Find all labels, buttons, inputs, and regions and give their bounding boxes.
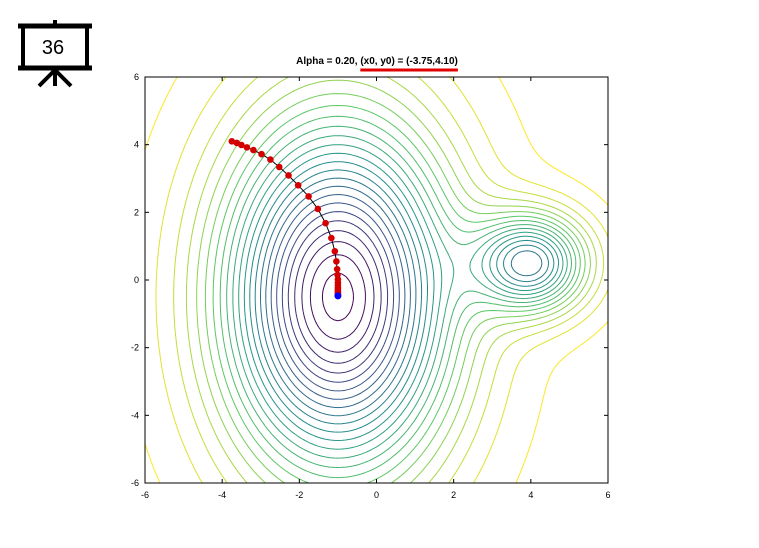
y-tick-label: -2 [131, 343, 139, 353]
path-point [250, 146, 257, 154]
contour-line [287, 220, 389, 374]
y-tick-label: -6 [131, 478, 139, 488]
contour-line [232, 135, 568, 459]
contour-lines [144, 76, 609, 484]
title-prefix: Alpha = 0.20, [296, 56, 360, 67]
x-tick-label: 0 [374, 490, 379, 500]
x-tick-label: -2 [295, 490, 303, 500]
contour-line [276, 202, 400, 392]
path-point [267, 156, 274, 163]
title-highlight: (x0, y0) = (-3.75,4.10) [360, 56, 458, 67]
y-tick-label: -4 [131, 410, 139, 420]
contour-line [249, 161, 555, 433]
path-point [243, 144, 251, 151]
path-point [294, 181, 302, 189]
path-point [228, 137, 236, 145]
contour-line [185, 76, 597, 484]
path-point [322, 219, 329, 227]
path-point [314, 205, 322, 213]
contour-line [238, 144, 564, 450]
contour-line [204, 93, 586, 484]
path-point [258, 150, 265, 158]
path-point [328, 234, 335, 242]
path-point [285, 172, 292, 179]
path-end-point [334, 292, 342, 300]
contour-line [254, 169, 549, 425]
y-tick-label: 0 [134, 275, 139, 285]
contour-line [309, 254, 366, 340]
x-tick-label: 4 [528, 490, 533, 500]
contour-line [212, 105, 581, 484]
contour-line [294, 230, 382, 364]
path-point [333, 265, 341, 273]
contour-line [144, 76, 609, 484]
path-point [305, 193, 312, 200]
descent-path [228, 137, 342, 300]
svg-text:Alpha = 0.20, (x0, y0) = (-3.7: Alpha = 0.20, (x0, y0) = (-3.75,4.10) [296, 56, 458, 67]
x-tick-label: -6 [141, 490, 149, 500]
contour-line [301, 241, 375, 353]
path-point [275, 163, 283, 171]
y-tick-label: 4 [134, 140, 139, 150]
path-point [331, 247, 339, 255]
plot-frame [144, 76, 609, 484]
contour-line [281, 211, 395, 383]
x-tick-label: 6 [605, 490, 610, 500]
path-point [333, 258, 340, 265]
chart-title: Alpha = 0.20, (x0, y0) = (-3.75,4.10) [296, 56, 458, 72]
axis-ticks: -6 -4 -2 0 2 4 6 -6 -4 -2 0 2 4 6 [131, 72, 611, 500]
y-tick-label: 2 [134, 207, 139, 217]
contour-line [173, 76, 605, 484]
contour-line [260, 177, 543, 417]
x-tick-label: -4 [218, 490, 226, 500]
contour-line [155, 76, 609, 484]
path-point [238, 141, 245, 149]
presentation-board-icon [18, 20, 92, 88]
contour-line [226, 125, 572, 468]
contour-line [270, 194, 406, 400]
slide-number: 36 [41, 37, 65, 59]
x-tick-label: 2 [451, 490, 456, 500]
contour-line [219, 115, 577, 479]
y-tick-label: 6 [134, 72, 139, 82]
